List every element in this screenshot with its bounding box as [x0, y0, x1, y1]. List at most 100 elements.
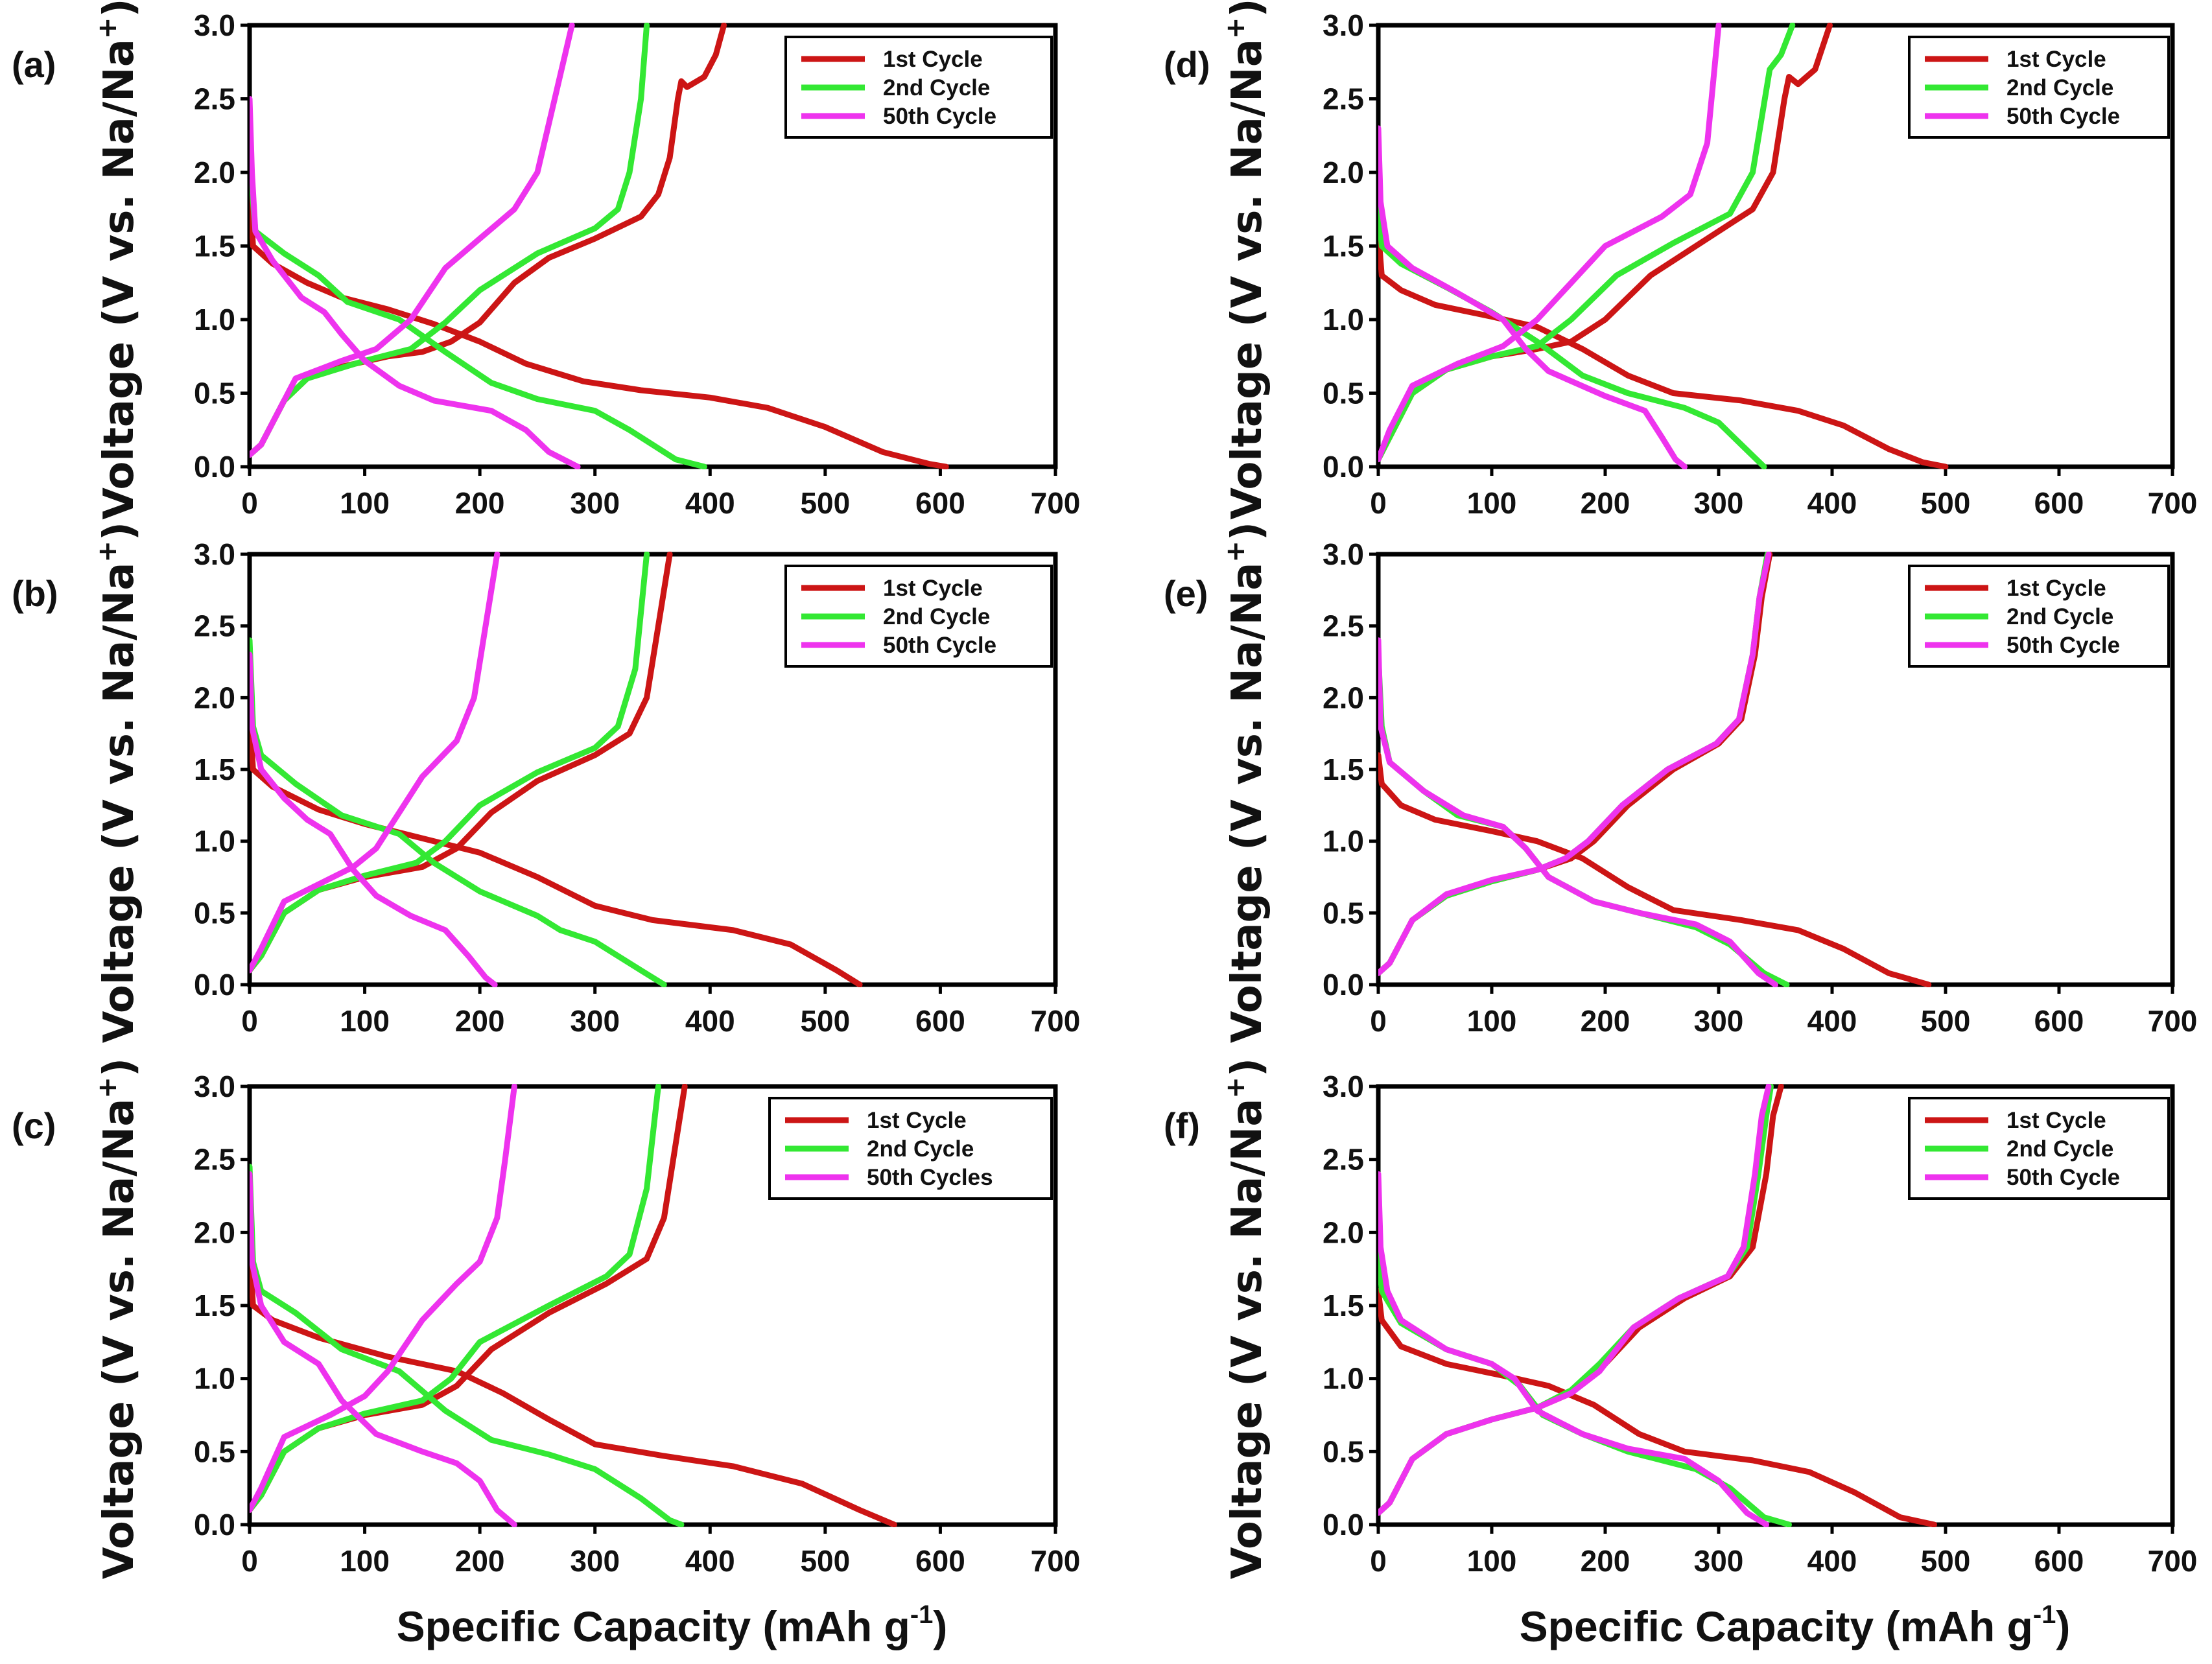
x-axis-label-main: Specific Capacity (mAh g	[397, 1602, 910, 1650]
x-tick-label: 600	[915, 486, 965, 520]
series-discharge-line	[250, 184, 949, 469]
y-tick-label: 3.0	[194, 537, 235, 571]
series-discharge-line	[250, 651, 498, 987]
legend-entry: 1st Cycle	[883, 47, 983, 72]
x-tick-label: 200	[1581, 486, 1630, 520]
x-tick-label: 200	[455, 1544, 505, 1578]
y-tick-label: 1.0	[1323, 303, 1364, 336]
y-axis-label: Voltage (V vs. Na/Na+)	[1221, 1058, 1271, 1579]
legend-entry: 50th Cycle	[883, 633, 996, 658]
legend-entry: 2nd Cycle	[867, 1136, 974, 1162]
y-tick-label: 0.5	[1323, 1435, 1364, 1468]
panel-label: (b)	[12, 573, 58, 614]
series-discharge-line	[250, 96, 581, 469]
series-discharge-line	[250, 1171, 517, 1527]
legend: 1st Cycle 2nd Cycle 50th Cycle	[784, 36, 1053, 139]
x-tick-label: 400	[1807, 486, 1857, 520]
series-discharge-line	[1378, 1288, 1937, 1527]
y-tick-label: 2.5	[1323, 609, 1364, 643]
legend-entry: 1st Cycle	[2006, 1108, 2106, 1133]
x-tick-label: 700	[2148, 1004, 2198, 1038]
y-axis-label-main: Voltage (V vs. Na/Na	[95, 1099, 143, 1580]
panel-c: (c) 0.0 0.5 1.0 1.5 2.0 2.5 3.0 0 100 200 300 400 500…	[12, 1058, 1080, 1650]
y-axis-label: Voltage (V vs. Na/Na+)	[93, 0, 143, 520]
x-tick-label: 100	[340, 486, 390, 520]
y-tick-label: 0.5	[194, 896, 235, 930]
x-tick-label: 100	[340, 1004, 390, 1038]
x-tick-label: 700	[1031, 1004, 1081, 1038]
panel-label: (c)	[12, 1105, 56, 1146]
y-tick-label: 2.0	[1323, 1215, 1364, 1249]
x-tick-label: 200	[455, 1004, 505, 1038]
y-tick-label: 1.0	[194, 303, 235, 336]
y-axis-label-main: Voltage (V vs. Na/Na	[1223, 39, 1271, 520]
x-tick-label: 0	[1370, 1004, 1387, 1038]
legend-entry: 1st Cycle	[2006, 576, 2106, 601]
x-tick-label: 400	[685, 1544, 735, 1578]
x-axis-label-main: Specific Capacity (mAh g	[1520, 1602, 2033, 1650]
x-tick-label: 500	[800, 1544, 850, 1578]
x-tick-label: 300	[570, 1544, 620, 1578]
x-tick-label: 300	[1694, 486, 1744, 520]
series-charge-line	[1378, 23, 1722, 463]
series-charge-line	[250, 1084, 517, 1513]
legend-entry: 1st Cycle	[2006, 47, 2106, 72]
legend-entry: 50th Cycle	[2006, 104, 2120, 129]
x-axis-label-end: )	[2056, 1602, 2070, 1650]
legend-entry: 2nd Cycle	[2006, 75, 2113, 100]
x-tick-label: 600	[2034, 1004, 2084, 1038]
y-tick-label: 0.0	[1323, 1508, 1364, 1541]
series-charge-line	[250, 23, 575, 458]
x-tick-label: 100	[1467, 1544, 1517, 1578]
series-discharge-line	[250, 1244, 897, 1527]
x-tick-label: 200	[455, 486, 505, 520]
x-tick-label: 600	[2034, 486, 2084, 520]
series-discharge-line	[1378, 1171, 1769, 1527]
series-discharge-line	[1378, 752, 1932, 987]
x-tick-label: 700	[2148, 486, 2198, 520]
y-tick-label: 0.0	[1323, 450, 1364, 484]
x-tick-label: 300	[570, 486, 620, 520]
y-tick-label: 0.5	[1323, 377, 1364, 410]
panel-d: (d) 0.0 0.5 1.0 1.5 2.0 2.5 3.0 0 100 200 300 400 500…	[1164, 0, 2197, 520]
legend-entry: 2nd Cycle	[2006, 1136, 2113, 1162]
y-axis-label-sup: +	[1221, 18, 1251, 40]
y-axis-label: Voltage (V vs. Na/Na+)	[1221, 0, 1271, 520]
y-axis-label-sup: +	[93, 541, 123, 563]
x-tick-label: 100	[340, 1544, 390, 1578]
y-axis-label-sup: +	[1221, 1077, 1251, 1099]
y-tick-label: 1.0	[1323, 825, 1364, 858]
series-discharge-line	[1378, 228, 1949, 469]
legend-entry: 1st Cycle	[867, 1108, 967, 1133]
legend-entry: 50th Cycle	[2006, 633, 2120, 658]
y-axis-label-sup: +	[93, 1077, 123, 1099]
y-tick-label: 0.0	[1323, 968, 1364, 1002]
y-tick-label: 0.5	[194, 377, 235, 410]
y-tick-label: 0.5	[194, 1435, 235, 1468]
x-tick-label: 300	[570, 1004, 620, 1038]
x-tick-label: 400	[685, 486, 735, 520]
series-charge-line	[250, 552, 650, 974]
y-axis-label-end: )	[95, 522, 143, 541]
y-axis-label-sup: +	[1221, 541, 1251, 563]
panel-b: (b) 0.0 0.5 1.0 1.5 2.0 2.5 3.0 0 100 200 300 400 500…	[12, 522, 1080, 1043]
legend: 1st Cycle 2nd Cycle 50th Cycles	[768, 1097, 1053, 1200]
legend: 1st Cycle 2nd Cycle 50th Cycle	[1908, 36, 2170, 139]
y-axis-label-main: Voltage (V vs. Na/Na	[95, 39, 143, 520]
y-tick-label: 2.0	[1323, 156, 1364, 189]
x-tick-label: 300	[1694, 1004, 1744, 1038]
y-tick-label: 3.0	[194, 8, 235, 42]
y-axis-label-main: Voltage (V vs. Na/Na	[1223, 563, 1271, 1044]
panel-e: (e) 0.0 0.5 1.0 1.5 2.0 2.5 3.0 0 100 200 300 400 500…	[1164, 522, 2197, 1043]
y-axis-label-end: )	[1223, 1058, 1271, 1077]
y-tick-label: 0.5	[1323, 896, 1364, 930]
y-axis-label-end: )	[1223, 522, 1271, 541]
y-tick-label: 2.0	[1323, 681, 1364, 714]
x-tick-label: 700	[2148, 1544, 2198, 1578]
y-tick-label: 1.5	[194, 229, 235, 263]
x-tick-label: 500	[800, 486, 850, 520]
x-axis-label: Specific Capacity (mAh g-1)	[397, 1600, 948, 1650]
panel-label: (e)	[1164, 573, 1208, 614]
y-axis-label-end: )	[95, 0, 143, 18]
panel-f: (f) 0.0 0.5 1.0 1.5 2.0 2.5 3.0 0 100 200 300 400 500…	[1164, 1058, 2197, 1650]
